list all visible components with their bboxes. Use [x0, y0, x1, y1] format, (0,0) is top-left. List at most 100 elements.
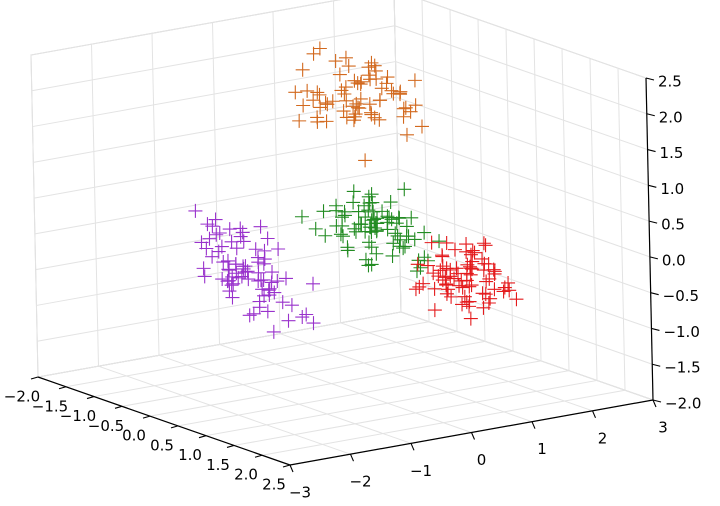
data-point-series-0 [358, 153, 373, 168]
z-tick-mark [652, 399, 662, 403]
z-tick-label-1: −1.5 [664, 359, 700, 377]
data-point-series-2 [233, 229, 248, 244]
data-point-series-3 [462, 279, 477, 294]
z-axis-line [645, 77, 654, 401]
data-point-series-2 [266, 324, 281, 339]
data-point-series-2 [214, 239, 229, 254]
data-point-series-1 [329, 218, 344, 233]
grid-line-z [33, 96, 397, 163]
data-point-series-1 [358, 252, 373, 267]
data-point-series-2 [295, 310, 310, 325]
data-point-series-1 [361, 258, 376, 273]
data-point-series-2 [205, 249, 220, 264]
data-point-series-3 [447, 242, 462, 257]
data-point-series-1 [346, 184, 361, 199]
grid-line-z [399, 239, 652, 329]
grid-line-y [279, 333, 533, 423]
data-point-series-1 [392, 239, 407, 254]
data-point-series-3 [424, 235, 439, 250]
data-point-series-2 [242, 308, 257, 323]
y-tick-label-6: 3 [658, 419, 668, 437]
data-point-series-2 [306, 316, 321, 331]
data-point-series-2 [220, 274, 235, 289]
data-point-series-0 [339, 110, 354, 125]
x-axis-ticks: −2.0−1.5−1.0−0.50.00.51.01.52.02.5 [4, 376, 291, 494]
data-point-series-0 [334, 83, 349, 98]
data-point-series-3 [439, 235, 454, 250]
z-tick-label-3: −0.5 [663, 287, 699, 305]
data-point-series-1 [357, 198, 372, 213]
data-point-series-3 [476, 236, 491, 251]
data-point-series-2 [246, 306, 261, 321]
data-point-series-1 [335, 210, 350, 225]
data-point-series-0 [393, 84, 408, 99]
data-point-series-2 [202, 231, 217, 246]
data-point-series-0 [348, 107, 363, 122]
x-axis-line [37, 376, 291, 466]
data-point-series-2 [264, 275, 279, 290]
z-tick-mark [652, 363, 661, 367]
data-point-series-0 [320, 97, 335, 112]
z-tick-mark [645, 77, 655, 81]
data-point-series-0 [341, 59, 356, 74]
data-point-series-3 [439, 277, 454, 292]
x-tick-label-5: 0.5 [150, 436, 174, 454]
data-point-series-2 [222, 284, 237, 299]
x-tick-mark [114, 405, 123, 409]
data-point-series-3 [421, 258, 436, 273]
data-point-series-0 [353, 77, 368, 92]
z-tick-mark [648, 220, 658, 224]
grid-line-z [421, 0, 647, 79]
data-point-series-3 [479, 274, 494, 289]
data-point-series-0 [369, 71, 384, 86]
z-tick-label-2: −1.0 [663, 323, 699, 341]
data-point-series-0 [339, 93, 354, 108]
z-tick-label-7: 1.5 [660, 144, 684, 162]
data-point-series-1 [417, 225, 432, 240]
x-tick-label-2: −1.0 [60, 407, 96, 425]
data-point-series-3 [463, 311, 478, 326]
x-tick-label-6: 1.0 [178, 446, 202, 464]
axis-lines [37, 77, 654, 466]
z-tick-label-0: −2.0 [665, 395, 701, 413]
data-point-series-1 [346, 195, 361, 210]
y-tick-mark [531, 421, 536, 429]
data-point-series-0 [318, 95, 333, 110]
y-tick-label-0: −3 [289, 484, 311, 502]
data-point-series-2 [209, 227, 224, 242]
grid-line-y [151, 33, 160, 356]
grid-line-x [449, 9, 458, 332]
data-point-series-1 [386, 236, 401, 251]
data-point-series-3 [497, 280, 512, 295]
data-point-series-2 [252, 294, 267, 309]
z-tick-label-6: 1.0 [660, 180, 684, 198]
data-point-series-0 [310, 85, 325, 100]
data-point-series-1 [401, 229, 416, 244]
data-point-series-1 [417, 250, 432, 265]
data-point-series-2 [200, 217, 215, 232]
x-tick-label-3: −0.5 [88, 417, 124, 435]
y-tick-label-1: −2 [349, 473, 371, 491]
data-point-series-0 [414, 119, 429, 134]
data-point-series-3 [509, 292, 524, 307]
data-point-series-0 [325, 94, 340, 109]
grid-line-z [36, 239, 400, 306]
data-point-series-2 [261, 283, 276, 298]
data-point-series-0 [292, 113, 307, 128]
data-point-series-1 [329, 203, 344, 218]
grid-line-z [34, 132, 398, 199]
grid-line-z [32, 61, 396, 128]
data-point-series-0 [399, 127, 414, 142]
data-point-series-2 [224, 234, 239, 249]
z-tick-mark [648, 184, 657, 188]
data-point-series-3 [487, 264, 502, 279]
grid-line-y [212, 22, 220, 345]
data-point-series-2 [208, 212, 223, 227]
x-tick-mark [254, 454, 263, 458]
data-point-series-3 [451, 266, 466, 281]
data-point-series-2 [197, 269, 212, 284]
y-tick-mark [349, 453, 355, 462]
data-point-series-3 [435, 259, 450, 274]
data-point-series-1 [385, 248, 400, 263]
data-point-series-1 [294, 209, 309, 224]
